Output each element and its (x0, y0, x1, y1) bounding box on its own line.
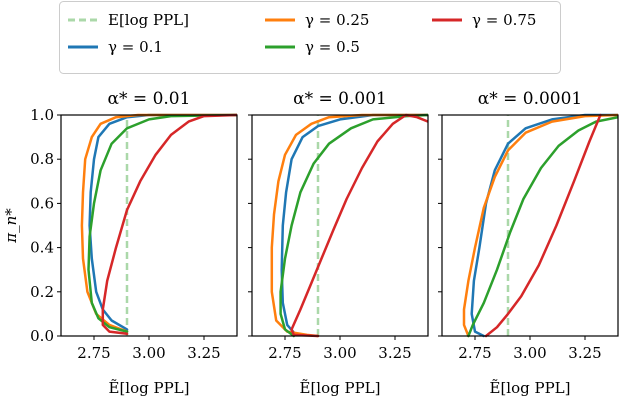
legend-item-g05: γ = 0.5 (265, 38, 360, 56)
panel-title: α* = 0.0001 (478, 89, 583, 109)
y-axis-label: π_n* (2, 208, 20, 244)
plot-area (270, 113, 428, 338)
series-line-g025 (462, 113, 618, 338)
legend-item-g075: γ = 0.75 (432, 11, 536, 29)
x-tick-label: 2.75 (458, 344, 491, 362)
series-line-g075 (290, 113, 428, 338)
x-tick-label: 3.00 (323, 344, 356, 362)
legend-label: γ = 0.1 (108, 38, 163, 56)
panel-2: α* = 0.001 2.75 3.00 3.25 Ẽ[log PPL] (248, 89, 429, 397)
y-tick-label: 0.4 (30, 239, 54, 257)
panel-1: α* = 0.01 2.75 3.00 3.25 0.0 0.2 0.4 0.6 0.8 1.0 Ẽ… (30, 89, 238, 397)
series-line-g075 (484, 113, 602, 338)
y-tick-label: 0.6 (30, 194, 54, 212)
legend: E[log PPL] γ = 0.25 γ = 0.75 γ = 0.1 γ = 0.5 (59, 1, 561, 74)
x-axis-label: Ẽ[log PPL] (109, 379, 190, 397)
x-tick-label: 3.25 (568, 344, 601, 362)
panel-title: α* = 0.001 (293, 89, 387, 109)
x-axis-label: Ẽ[log PPL] (300, 379, 381, 397)
series-line-g025 (270, 113, 428, 338)
panel-3: α* = 0.0001 2.75 3.00 3.25 Ẽ[log PPL] (438, 89, 619, 397)
x-tick-label: 3.25 (378, 344, 411, 362)
axes-frame (441, 114, 619, 337)
plot-area (462, 113, 618, 338)
series-line-g01 (88, 113, 237, 331)
legend-label: γ = 0.25 (305, 11, 369, 29)
legend-label: γ = 0.75 (472, 11, 536, 29)
axes-frame (251, 114, 429, 337)
series-line-g05 (279, 113, 428, 338)
plot-area (80, 113, 237, 336)
y-tick-label: 0.0 (30, 327, 54, 345)
series-line-g05 (467, 115, 618, 338)
legend-label: E[log PPL] (108, 11, 189, 29)
x-tick-label: 3.00 (132, 344, 165, 362)
series-line-g01 (280, 113, 428, 337)
legend-item-g025: γ = 0.25 (265, 11, 369, 29)
x-axis-label: Ẽ[log PPL] (490, 379, 571, 397)
x-tick-label: 3.00 (513, 344, 546, 362)
y-tick-label: 0.8 (30, 150, 54, 168)
y-tick-label: 0.2 (30, 283, 54, 301)
x-tick-label: 3.25 (187, 344, 220, 362)
legend-item-ref: E[log PPL] (68, 11, 189, 29)
x-tick-label: 2.75 (268, 344, 301, 362)
x-tick-label: 2.75 (77, 344, 110, 362)
legend-label: γ = 0.5 (305, 38, 360, 56)
y-tick-label: 1.0 (30, 106, 54, 124)
series-line-g05 (87, 113, 237, 333)
series-line-g075 (101, 113, 237, 336)
series-line-g01 (470, 113, 618, 338)
panel-title: α* = 0.01 (108, 89, 191, 109)
legend-item-g01: γ = 0.1 (68, 38, 163, 56)
